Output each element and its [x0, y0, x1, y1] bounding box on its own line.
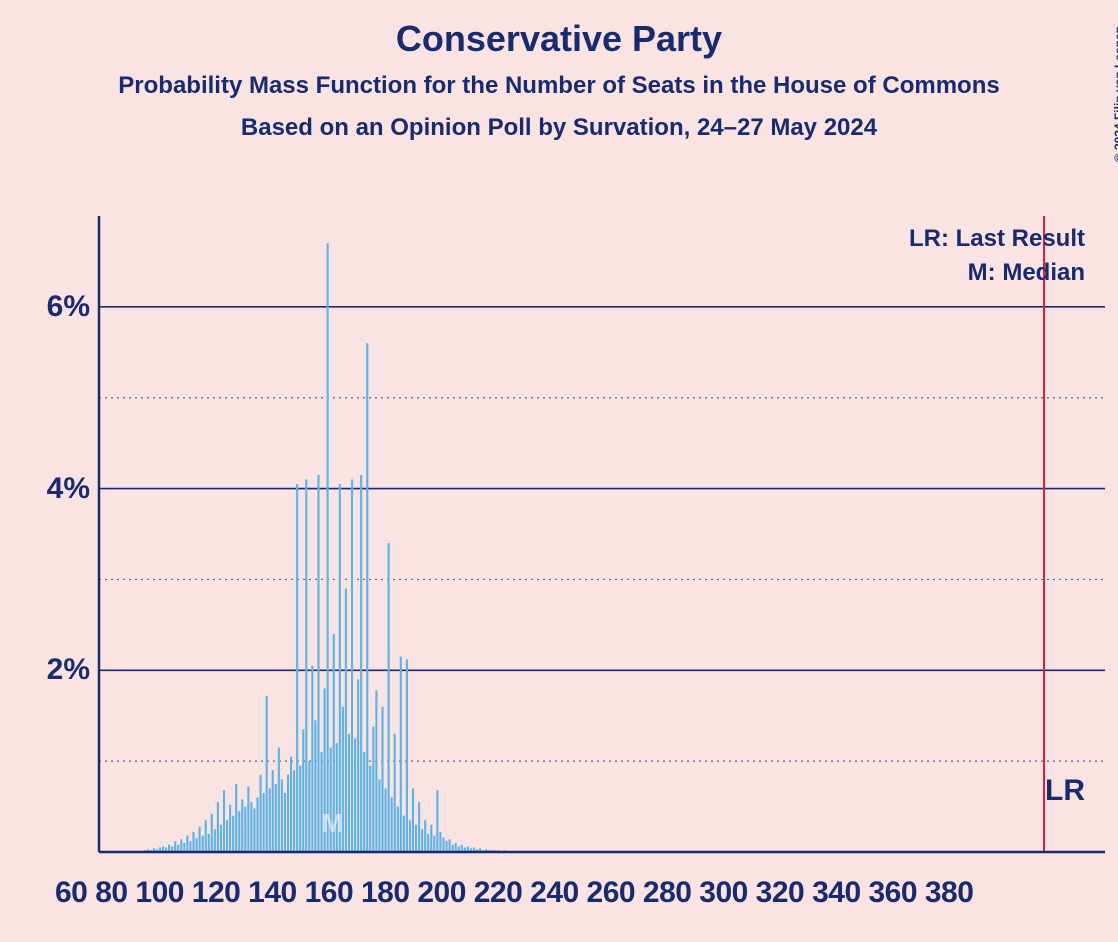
legend-lr: LR: Last Result: [909, 222, 1085, 256]
median-label: M: [322, 808, 344, 839]
y-tick-label: 4%: [47, 472, 90, 506]
y-tick-label: 2%: [47, 653, 90, 687]
y-tick-label: 6%: [47, 290, 90, 324]
chart-title: Conservative Party: [0, 18, 1118, 60]
chart-plot-area: LR: Last Result M: Median LR M: [95, 216, 1105, 856]
copyright: © 2024 Filip van Laenen: [1112, 26, 1118, 162]
lr-axis-label: LR: [1045, 774, 1085, 808]
chart-subtitle: Probability Mass Function for the Number…: [0, 72, 1118, 100]
x-axis-labels: 60 80 100 120 140 160 180 200 220 240 26…: [55, 876, 973, 910]
legend-m: M: Median: [909, 256, 1085, 290]
chart-subtitle2: Based on an Opinion Poll by Survation, 2…: [0, 114, 1118, 142]
legend: LR: Last Result M: Median: [909, 222, 1085, 289]
chart-svg: [95, 216, 1105, 856]
